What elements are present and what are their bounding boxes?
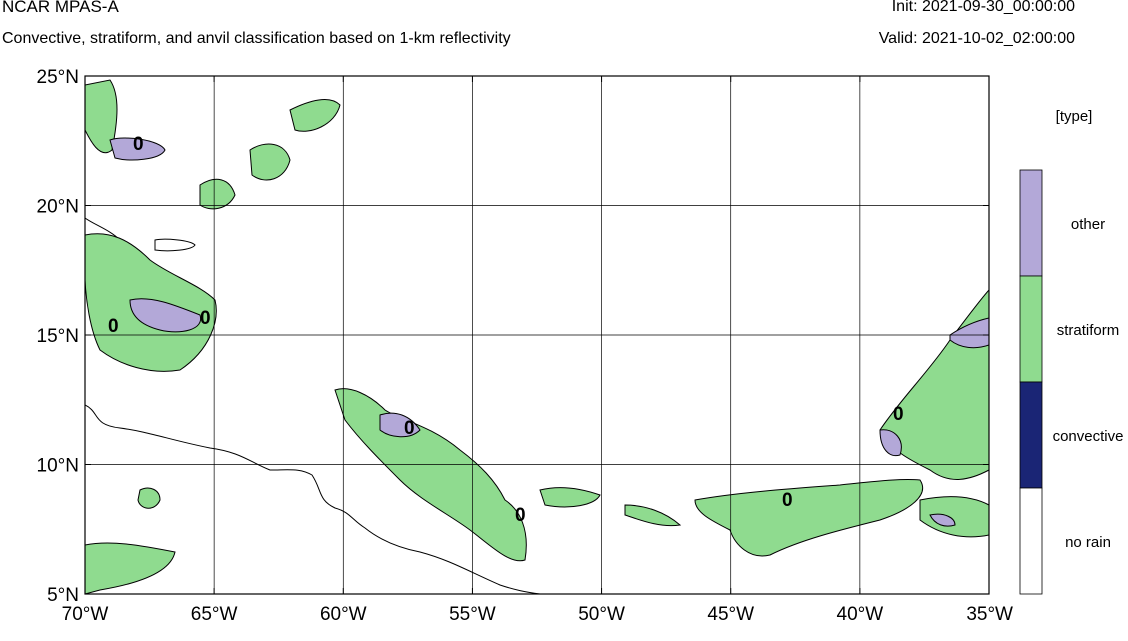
legend-swatch [1019, 381, 1043, 489]
legend-label: convective [1053, 428, 1124, 445]
legend: [type] other stratiform convective no rain [1019, 108, 1124, 595]
island-outline [154, 238, 196, 252]
lat-tick-label: 10°N [37, 456, 79, 477]
lon-tick-label: 35°W [966, 604, 1013, 625]
contour-label: 0 [515, 505, 526, 526]
lon-tick-label: 65°W [191, 604, 238, 625]
lon-tick-label: 40°W [837, 604, 884, 625]
legend-label: stratiform [1057, 322, 1120, 339]
contour-label: 0 [782, 490, 793, 511]
valid-time: Valid: 2021-10-02_02:00:00 [878, 30, 1075, 47]
map-subtitle: Convective, stratiform, and anvil classi… [2, 30, 511, 47]
lon-tick-labels: 70°W 65°W 60°W 55°W 50°W 45°W 40°W 35°W [62, 604, 1013, 625]
contour-label: 0 [108, 316, 119, 337]
lat-tick-label: 5°N [47, 585, 79, 606]
contour-label: 0 [133, 134, 144, 155]
contour-label: 0 [404, 418, 415, 439]
legend-label: other [1071, 216, 1105, 233]
init-time: Init: 2021-09-30_00:00:00 [891, 0, 1075, 15]
legend-swatch [1019, 169, 1043, 277]
lon-tick-label: 55°W [449, 604, 496, 625]
axis-ticks [84, 75, 990, 595]
lon-tick-label: 60°W [320, 604, 367, 625]
lat-tick-labels: 25°N 20°N 15°N 10°N 5°N [37, 67, 79, 606]
coastline [85, 404, 541, 594]
lon-tick-label: 50°W [578, 604, 625, 625]
precip-areas [85, 79, 989, 594]
legend-label: no rain [1065, 534, 1111, 551]
lat-tick-label: 25°N [37, 67, 79, 88]
contour-label: 0 [893, 404, 904, 425]
legend-swatch [1019, 487, 1043, 595]
lon-tick-label: 45°W [707, 604, 754, 625]
contour-labels: 0 0 0 0 0 0 0 [108, 134, 904, 526]
contour-label: 0 [200, 308, 211, 329]
lat-tick-label: 20°N [37, 197, 79, 218]
legend-swatch [1019, 275, 1043, 383]
legend-title: [type] [1056, 108, 1093, 125]
gridlines [85, 76, 989, 594]
lat-tick-label: 15°N [37, 326, 79, 347]
lon-tick-label: 70°W [62, 604, 109, 625]
map-title: NCAR MPAS-A [2, 0, 119, 16]
